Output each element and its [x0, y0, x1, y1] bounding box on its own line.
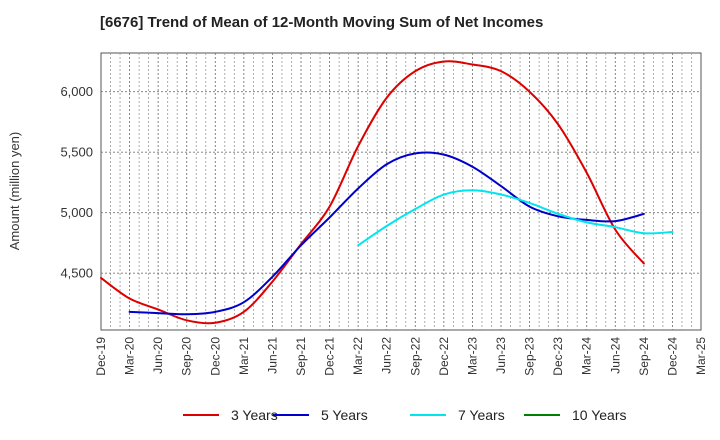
x-tick-label: Sep-20: [180, 337, 194, 376]
x-tick-label: Dec-19: [94, 337, 108, 376]
x-tick-label: Dec-24: [665, 337, 679, 376]
x-tick-label: Sep-22: [408, 337, 422, 376]
x-tick-label: Jun-22: [380, 337, 394, 374]
series-line-7-years: [357, 189, 674, 247]
grid-layer: [101, 53, 701, 330]
x-tick-label: Dec-22: [437, 337, 451, 376]
x-tick-label: Jun-24: [608, 337, 622, 374]
legend-swatch: [273, 414, 309, 416]
x-tick-label: Mar-25: [694, 337, 708, 375]
x-tick-label: Mar-23: [465, 337, 479, 375]
y-axis-label: Amount (million yen): [7, 132, 22, 251]
legend: 3 Years 5 Years 7 Years 10 Years: [0, 404, 720, 426]
x-tick-label: Dec-20: [208, 337, 222, 376]
x-tick-label: Mar-24: [580, 337, 594, 375]
legend-item-5-years: 5 Years: [273, 404, 368, 426]
x-tick-label: Dec-21: [323, 337, 337, 376]
y-tick-label: 5,000: [60, 205, 93, 220]
legend-swatch: [183, 414, 219, 416]
legend-label: 7 Years: [458, 407, 505, 423]
chart-title: [6676] Trend of Mean of 12-Month Moving …: [100, 14, 544, 31]
legend-item-3-years: 3 Years: [183, 404, 278, 426]
x-tick-label: Jun-23: [494, 337, 508, 374]
y-tick-label: 6,000: [60, 84, 93, 99]
legend-label: 3 Years: [231, 407, 278, 423]
legend-swatch: [410, 414, 446, 416]
legend-swatch: [524, 414, 560, 416]
x-tick-label: Sep-23: [523, 337, 537, 376]
axis-layer: 4,500 5,000 5,500 6,000 Dec-19 Mar-20 Jun-20 Se…: [60, 84, 708, 375]
line-chart: 4,500 5,000 5,500 6,000 Dec-19 Mar-20 Jun-20 Se…: [7, 52, 708, 376]
legend-item-10-years: 10 Years: [524, 404, 627, 426]
series-layer: [100, 60, 674, 325]
x-tick-label: Sep-24: [637, 337, 651, 376]
legend-label: 10 Years: [572, 407, 627, 423]
legend-label: 5 Years: [321, 407, 368, 423]
y-tick-label: 5,500: [60, 145, 93, 160]
x-tick-label: Sep-21: [294, 337, 308, 376]
x-tick-label: Mar-20: [123, 337, 137, 375]
x-tick-label: Dec-23: [551, 337, 565, 376]
x-tick-label: Mar-22: [351, 337, 365, 375]
x-tick-label: Jun-20: [151, 337, 165, 374]
series-line-5-years: [128, 151, 645, 316]
y-tick-label: 4,500: [60, 266, 93, 281]
plot-area: [100, 52, 702, 331]
x-tick-label: Jun-21: [265, 337, 279, 374]
x-tick-label: Mar-21: [237, 337, 251, 375]
series-line-3-years: [100, 60, 645, 325]
legend-item-7-years: 7 Years: [410, 404, 505, 426]
